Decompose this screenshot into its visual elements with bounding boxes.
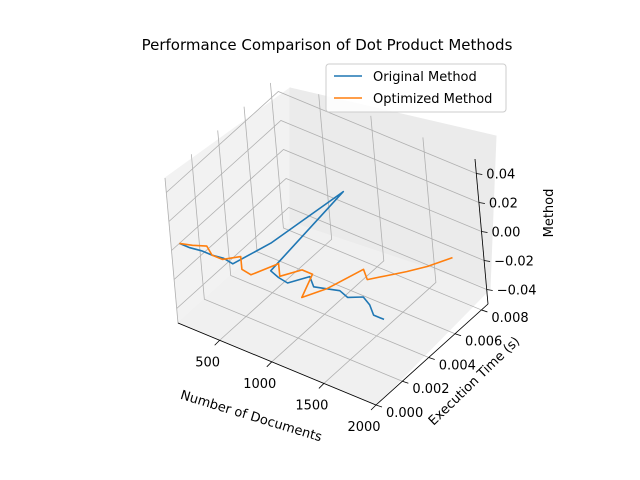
- y-gridline-3: [243, 106, 456, 335]
- series-line-1: [179, 242, 453, 299]
- x-tick-1: [266, 361, 273, 368]
- z-tick-4: [476, 173, 483, 175]
- z-gridline-3: [168, 120, 480, 222]
- x-gridline-2: [323, 137, 437, 384]
- y-tick-0: [375, 404, 383, 408]
- x-tick-2: [318, 383, 325, 389]
- y-tick-4: [481, 309, 488, 313]
- y-tick-2: [428, 357, 435, 360]
- z-tick-label-0: −0.04: [497, 284, 537, 299]
- legend: Original Method Optimized Method: [325, 63, 507, 113]
- x-tick-0: [214, 339, 220, 346]
- series-layer: [179, 190, 453, 321]
- y-tick-label-2: 0.004: [439, 358, 476, 373]
- z-tick-3: [478, 202, 485, 204]
- z-tick-label-3: 0.02: [489, 197, 518, 212]
- y-gridline-4: [270, 82, 482, 311]
- legend-label-original: Original Method: [373, 70, 477, 85]
- y-gridline-2: [217, 130, 429, 358]
- y-tick-label-4: 0.008: [491, 311, 528, 326]
- z-gridline-1: [173, 178, 485, 280]
- z-tick-label-2: 0.00: [492, 226, 521, 241]
- z-tick-0: [486, 289, 493, 291]
- x-tick-label-3: 2000: [347, 420, 380, 435]
- z-tick-label-4: 0.04: [486, 168, 515, 183]
- x-gridline-1: [271, 115, 385, 363]
- x-gridline-0: [219, 94, 333, 341]
- x-tick-3: [370, 404, 377, 411]
- z-tick-2: [481, 231, 488, 233]
- y-gridline-1: [190, 154, 403, 382]
- x-axis-label: Number of Documents: [178, 388, 323, 445]
- z-gridline-4: [166, 91, 477, 193]
- y-tick-1: [402, 380, 409, 384]
- z-gridline-0: [176, 207, 487, 309]
- y-tick-3: [454, 333, 462, 337]
- x-tick-label-2: 1500: [295, 398, 328, 413]
- z-tick-1: [484, 260, 491, 262]
- chart-title: Performance Comparison of Dot Product Me…: [142, 36, 513, 54]
- legend-label-optimized: Optimized Method: [373, 92, 492, 107]
- y-tick-label-0: 0.000: [386, 406, 423, 421]
- z-tick-label-1: −0.02: [494, 255, 534, 270]
- z-axis-label: Method: [542, 189, 557, 238]
- x-tick-label-1: 1000: [243, 377, 276, 392]
- x-tick-label-0: 500: [195, 355, 220, 370]
- y-tick-label-1: 0.002: [412, 382, 449, 397]
- y-tick-label-3: 0.006: [465, 335, 502, 350]
- legend-frame: [325, 63, 507, 113]
- tick-marks: 500 1000 1500 2000 0.000 0.002 0.004 0.006 0.008…: [195, 168, 536, 436]
- z-gridline-2: [171, 149, 482, 251]
- x-axis-line: [177, 322, 377, 406]
- y-axis-line: [375, 303, 489, 406]
